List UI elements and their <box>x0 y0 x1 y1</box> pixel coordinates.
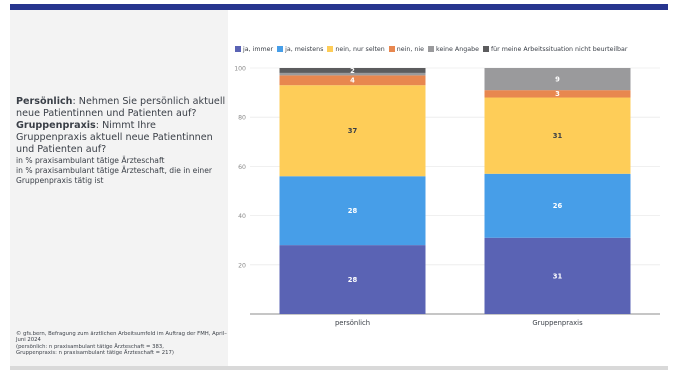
legend-label: nein, nur selten <box>335 45 385 53</box>
legend-item-2: nein, nur selten <box>327 45 385 53</box>
data-label: 3 <box>555 90 560 98</box>
y-tick-label: 40 <box>238 213 246 220</box>
legend-swatch <box>428 46 435 52</box>
source-line-1: © gfs.bern, Befragung zum ärztlichen Arb… <box>16 331 227 344</box>
bottom-divider <box>10 366 668 370</box>
legend-item-3: nein, nie <box>388 45 425 53</box>
legend-label: keine Angabe <box>436 45 479 53</box>
data-label: 37 <box>348 127 358 135</box>
bar-segment <box>279 68 426 73</box>
legend-swatch <box>327 46 334 52</box>
chart-legend: ja, immer ja, meistens nein, nur selten nei… <box>235 44 631 54</box>
legend-swatch <box>482 46 489 52</box>
legend-label: für meine Arbeitssituation nicht beurtei… <box>490 45 628 53</box>
question-text: Persönlich: Nehmen Sie persönlich aktuel… <box>16 96 226 156</box>
bar-segment <box>279 75 426 86</box>
y-tick-label: 80 <box>238 115 246 122</box>
data-label: 9 <box>555 75 560 83</box>
top-accent-bar <box>10 4 668 10</box>
bar-segment <box>484 237 631 314</box>
bar-segment <box>279 245 426 314</box>
data-label: 31 <box>553 132 563 140</box>
legend-label: ja, immer <box>243 45 274 53</box>
data-label: 31 <box>553 272 563 280</box>
bar-segment <box>484 97 631 174</box>
data-label: 2 <box>350 67 355 75</box>
legend-swatch <box>388 46 395 52</box>
data-label: 28 <box>348 276 358 284</box>
question-text-group: : Nimmt Ihre Gruppenpraxis aktuell neue … <box>16 120 213 155</box>
question-text-personal: : Nehmen Sie persönlich aktuell neue Pat… <box>16 96 226 119</box>
base-note: in % praxisambulant tätige Ärzteschaft i… <box>16 156 226 186</box>
bar-segment <box>484 173 631 238</box>
bar-segment <box>279 72 426 76</box>
legend-item-0: ja, immer <box>235 46 273 53</box>
data-label: 4 <box>350 77 355 85</box>
bar-segment <box>484 90 631 98</box>
source-note: © gfs.bern, Befragung zum ärztlichen Arb… <box>16 331 228 357</box>
stacked-bar-chart: 20 40 60 80 100 28 28 37 4 2 persönlich 31 26 31 3 9 Gru… <box>234 66 660 327</box>
source-line-2: (persönlich: n praxisambulant tätige Ärz… <box>16 343 164 350</box>
bar-segment <box>279 85 426 177</box>
bar-segment <box>484 68 631 91</box>
base-note-line-2: in % praxisambulant tätige Ärzteschaft, … <box>16 166 213 185</box>
legend-item-5: für meine Arbeitssituation nicht beurtei… <box>482 45 628 53</box>
x-tick-label: persönlich <box>335 319 370 327</box>
bar-segment <box>279 176 426 246</box>
base-note-line-1: in % praxisambulant tätige Ärzteschaft <box>16 156 165 165</box>
y-tick-label: 20 <box>238 262 246 269</box>
question-label-personal: Persönlich <box>16 96 73 107</box>
legend-item-4: keine Angabe <box>428 46 479 53</box>
x-tick-label: Gruppenpraxis <box>532 319 583 327</box>
legend-swatch <box>277 46 284 52</box>
data-label: 28 <box>348 207 358 215</box>
y-tick-label: 100 <box>234 66 246 73</box>
data-label: 26 <box>553 202 563 210</box>
y-tick-label: 60 <box>238 164 246 171</box>
legend-label: ja, meistens <box>285 45 324 53</box>
question-label-group: Gruppenpraxis <box>16 120 96 131</box>
source-line-3: Gruppenpraxis: n praxisambulant tätige Ä… <box>16 350 174 357</box>
legend-item-1: ja, meistens <box>277 46 323 53</box>
legend-swatch <box>235 46 241 52</box>
left-info-panel <box>10 10 228 366</box>
legend-label: nein, nie <box>396 45 425 53</box>
